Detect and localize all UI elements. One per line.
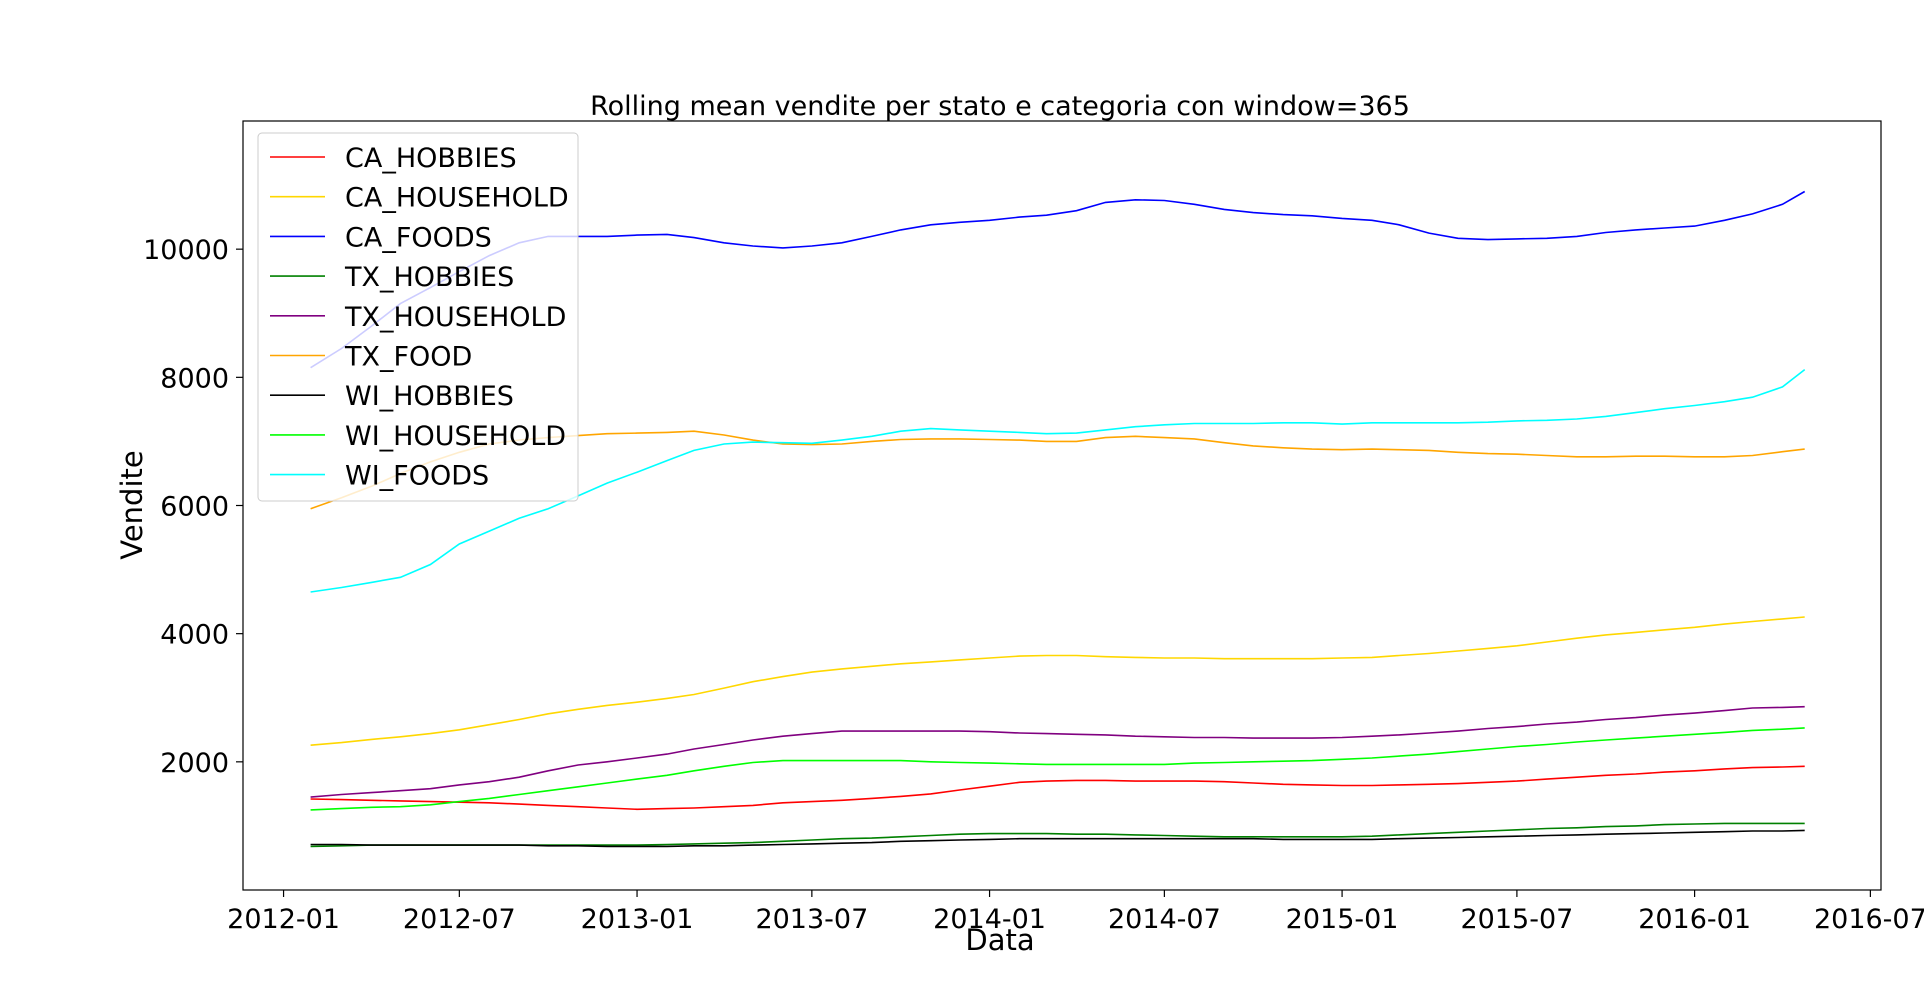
x-tick-label: 2013-07 [755,904,868,935]
legend-item: CA_FOODS [270,222,492,253]
x-tick-label: 2015-01 [1286,904,1399,935]
legend-label: WI_HOUSEHOLD [345,421,566,452]
y-tick-label: 6000 [160,492,229,523]
x-tick-label: 2012-01 [227,904,340,935]
x-tick-label: 2015-07 [1460,904,1573,935]
legend-item: WI_FOODS [270,461,489,492]
legend-label: CA_HOBBIES [345,143,517,174]
legend-label: CA_FOODS [345,222,492,253]
legend-item: TX_FOOD [270,342,472,373]
legend-label: TX_HOBBIES [344,262,514,293]
y-tick-label: 8000 [160,363,229,394]
series-line-wi-foods [310,368,1806,593]
x-axis-label: Data [965,923,1034,957]
chart-title: Rolling mean vendite per stato e categor… [590,91,1410,122]
x-axis: 2012-01 2012-07 2013-01 2013-07 2014-01 2014-… [227,890,1924,935]
legend-box [257,132,579,502]
x-tick-label: 2016-01 [1638,904,1751,935]
legend-label: TX_FOOD [344,342,472,373]
legend: CA_HOBBIES CA_HOUSEHOLD CA_FOODS TX_HOBBIES… [257,132,579,502]
legend-label: WI_FOODS [345,461,489,492]
series-line-wi-hobbies [310,829,1805,848]
y-tick-label: 2000 [160,748,229,779]
series-line-ca-hobbies [310,765,1805,811]
x-tick-label: 2016-07 [1814,904,1924,935]
x-tick-label: 2014-01 [933,904,1046,935]
y-axis-label: Vendite [115,450,149,560]
legend-items: CA_HOBBIES CA_HOUSEHOLD CA_FOODS TX_HOBBIES… [270,143,569,492]
y-tick-label: 4000 [160,620,229,651]
y-axis: 2000 4000 6000 8000 10000 [143,235,243,779]
legend-label: CA_HOUSEHOLD [345,183,569,214]
x-tick-label: 2014-07 [1108,904,1221,935]
legend-label: WI_HOBBIES [345,381,514,412]
legend-item: TX_HOBBIES [270,262,514,293]
legend-item: WI_HOBBIES [270,381,514,412]
series-line-tx-household [310,705,1805,798]
legend-item: CA_HOBBIES [270,143,517,174]
y-tick-label: 10000 [143,235,229,266]
series-line-wi-household [310,727,1805,811]
legend-label: TX_HOUSEHOLD [344,302,566,333]
legend-item: WI_HOUSEHOLD [270,421,566,452]
legend-item: TX_HOUSEHOLD [270,302,566,333]
series-line-ca-household [310,616,1805,746]
x-tick-label: 2012-07 [403,904,516,935]
x-tick-label: 2013-01 [581,904,694,935]
legend-item: CA_HOUSEHOLD [270,183,569,214]
